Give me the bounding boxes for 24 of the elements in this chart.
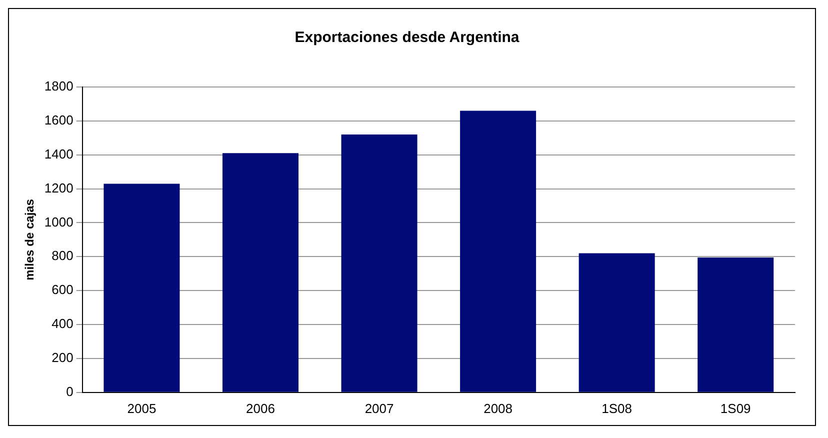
x-tick-label: 2007 <box>364 400 394 416</box>
y-tick-label: 1600 <box>44 112 74 128</box>
y-tick-label: 0 <box>66 384 74 399</box>
y-tick-label: 1000 <box>44 214 74 230</box>
y-tick-label: 800 <box>52 248 74 264</box>
chart-title: Exportaciones desde Argentina <box>294 29 520 46</box>
y-tick-label: 200 <box>52 350 74 366</box>
bar <box>341 134 418 392</box>
y-tick-label: 1800 <box>44 78 74 94</box>
bar <box>460 110 536 392</box>
y-tick-label: 600 <box>52 282 74 298</box>
x-tick-label: 2005 <box>127 400 156 416</box>
x-tick-label: 1S09 <box>720 400 751 416</box>
y-tick-label: 1400 <box>44 146 74 162</box>
x-tick-label: 2006 <box>246 400 275 416</box>
x-tick-label: 1S08 <box>602 400 632 416</box>
y-tick-label: 400 <box>52 316 74 332</box>
x-tick-label: 2008 <box>484 400 513 416</box>
y-tick-label: 1200 <box>44 180 74 196</box>
bar <box>698 258 774 392</box>
bar <box>222 153 298 392</box>
bar <box>104 184 180 392</box>
bar <box>578 253 655 392</box>
y-axis-title: miles de cajas <box>22 198 37 280</box>
